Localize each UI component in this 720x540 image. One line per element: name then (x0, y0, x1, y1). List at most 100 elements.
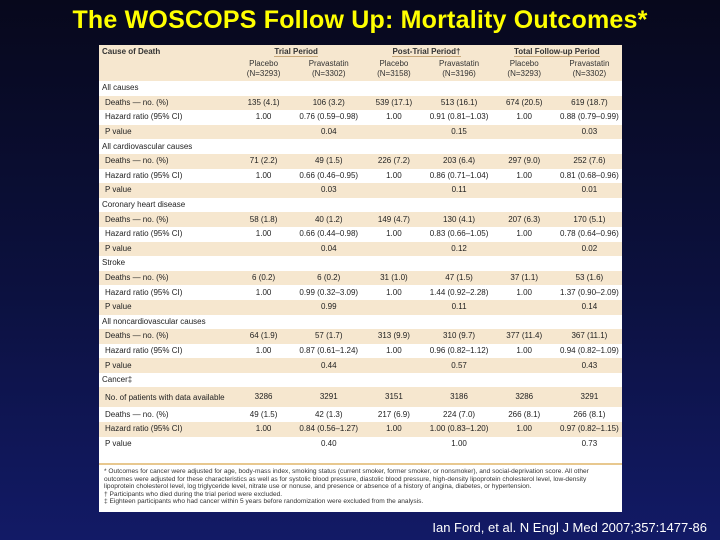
table-cell: 0.03 (296, 183, 362, 198)
row-label: Hazard ratio (95% CI) (99, 168, 231, 184)
table-cell (361, 436, 427, 452)
table-cell: 1.00 (361, 226, 427, 242)
section-label: All noncardiovascular causes (99, 314, 622, 330)
table-cell: 0.83 (0.66–1.05) (426, 226, 492, 242)
table-cell: 619 (18.7) (556, 95, 622, 111)
table-cell: 0.03 (556, 124, 622, 140)
table-cell: 1.00 (491, 226, 557, 242)
table-cell (231, 124, 297, 140)
section-row: All causes (99, 81, 622, 96)
table-cell (231, 241, 297, 257)
table-cell: 1.00 (361, 168, 427, 184)
table-cell: 0.43 (556, 358, 622, 373)
mortality-outcomes-table: Cause of Death Trial Period Post-Trial P… (99, 45, 622, 452)
row-label: Deaths — no. (%) (99, 270, 231, 286)
table-cell: 377 (11.4) (491, 329, 557, 344)
table-cell: 0.14 (556, 299, 622, 315)
table-cell: 1.00 (491, 343, 557, 359)
table-cell (231, 183, 297, 198)
table-cell: 71 (2.2) (231, 153, 297, 169)
table-cell: 1.00 (426, 436, 492, 452)
table-cell: 513 (16.1) (426, 95, 492, 111)
table-cell: 0.40 (296, 436, 362, 452)
table-cell: 31 (1.0) (361, 270, 427, 286)
table-row: Deaths — no. (%) 6 (0.2) 6 (0.2) 31 (1.0) 47… (99, 270, 622, 286)
table-cell: 6 (0.2) (231, 270, 297, 286)
table-cell: 1.00 (361, 285, 427, 300)
row-label: Hazard ratio (95% CI) (99, 343, 231, 359)
table-cell: 1.37 (0.90–2.09) (556, 285, 622, 300)
table-cell: 1.00 (491, 168, 557, 184)
table-cell: 1.00 (231, 226, 297, 242)
table-cell: 37 (1.1) (491, 270, 557, 286)
table-cell: 40 (1.2) (296, 212, 362, 227)
row-label: No. of patients with data available (99, 387, 231, 408)
table-cell: 1.00 (231, 422, 297, 437)
row-label: Deaths — no. (%) (99, 95, 231, 111)
table-cell: 0.87 (0.61–1.24) (296, 343, 362, 359)
row-label: Deaths — no. (%) (99, 329, 231, 344)
table-cell: 170 (5.1) (556, 212, 622, 227)
table-row: P value 0.40 1.00 0.73 (99, 436, 622, 452)
footnote: † Participants who died during the trial… (104, 490, 283, 498)
header-arm: Pravastatin (N=3302) (296, 59, 362, 81)
table-cell: 130 (4.1) (426, 212, 492, 227)
table-cell (491, 124, 557, 140)
table-cell (361, 299, 427, 315)
table-cell: 0.15 (426, 124, 492, 140)
table-cell: 0.99 (296, 299, 362, 315)
table-cell: 3286 (491, 387, 557, 408)
table-row: No. of patients with data available 3286 3… (99, 387, 622, 408)
table-cell: 0.94 (0.82–1.09) (556, 343, 622, 359)
table-cell: 1.00 (491, 285, 557, 300)
citation: Ian Ford, et al. N Engl J Med 2007;357:1… (432, 520, 707, 535)
row-label: Hazard ratio (95% CI) (99, 285, 231, 300)
table-cell: 42 (1.3) (296, 407, 362, 423)
section-label: All causes (99, 81, 622, 96)
table-cell: 1.00 (361, 343, 427, 359)
table-cell: 1.00 (231, 285, 297, 300)
table-cell: 0.44 (296, 358, 362, 373)
table-cell: 310 (9.7) (426, 329, 492, 344)
table-row: P value 0.44 0.57 0.43 (99, 358, 622, 373)
table-cell: 1.00 (361, 422, 427, 437)
table-row: Deaths — no. (%) 71 (2.2) 49 (1.5) 226 (7.2… (99, 153, 622, 169)
table-cell: 0.78 (0.64–0.96) (556, 226, 622, 242)
table-cell: 1.00 (231, 110, 297, 125)
table-cell: 0.81 (0.68–0.96) (556, 168, 622, 184)
footnotes: * Outcomes for cancer were adjusted for … (99, 463, 622, 512)
table-cell: 135 (4.1) (231, 95, 297, 111)
table-cell: 0.86 (0.71–1.04) (426, 168, 492, 184)
table-cell: 64 (1.9) (231, 329, 297, 344)
row-label: Hazard ratio (95% CI) (99, 110, 231, 125)
table-cell: 266 (8.1) (491, 407, 557, 423)
table-cell: 1.44 (0.92–2.28) (426, 285, 492, 300)
table-row: Deaths — no. (%) 49 (1.5) 42 (1.3) 217 (6.9… (99, 407, 622, 423)
header-arm: Placebo (N=3293) (231, 59, 297, 81)
table-cell: 0.02 (556, 241, 622, 257)
table-cell: 539 (17.1) (361, 95, 427, 111)
table-cell: 1.00 (361, 110, 427, 125)
table-row: P value 0.04 0.12 0.02 (99, 241, 622, 257)
table-cell: 674 (20.5) (491, 95, 557, 111)
section-row: Coronary heart disease (99, 197, 622, 213)
table-cell: 57 (1.7) (296, 329, 362, 344)
table-cell: 0.96 (0.82–1.12) (426, 343, 492, 359)
table-body: All causes Deaths — no. (%) 135 (4.1) 106 (… (99, 81, 622, 452)
table-cell: 0.04 (296, 241, 362, 257)
table-cell: 3186 (426, 387, 492, 408)
table-cell (231, 299, 297, 315)
table-row: P value 0.03 0.11 0.01 (99, 183, 622, 198)
header-total-follow-up-period: Total Follow-up Period (491, 45, 622, 59)
row-label: P value (99, 436, 231, 452)
table-cell: 367 (11.1) (556, 329, 622, 344)
row-label: Hazard ratio (95% CI) (99, 422, 231, 437)
table-cell: 0.57 (426, 358, 492, 373)
table-row: P value 0.04 0.15 0.03 (99, 124, 622, 140)
table-cell: 0.76 (0.59–0.98) (296, 110, 362, 125)
table-cell: 47 (1.5) (426, 270, 492, 286)
row-label: P value (99, 241, 231, 257)
header-arm: Pravastatin (N=3196) (426, 59, 492, 81)
table-cell: 0.84 (0.56–1.27) (296, 422, 362, 437)
table-cell: 0.11 (426, 299, 492, 315)
